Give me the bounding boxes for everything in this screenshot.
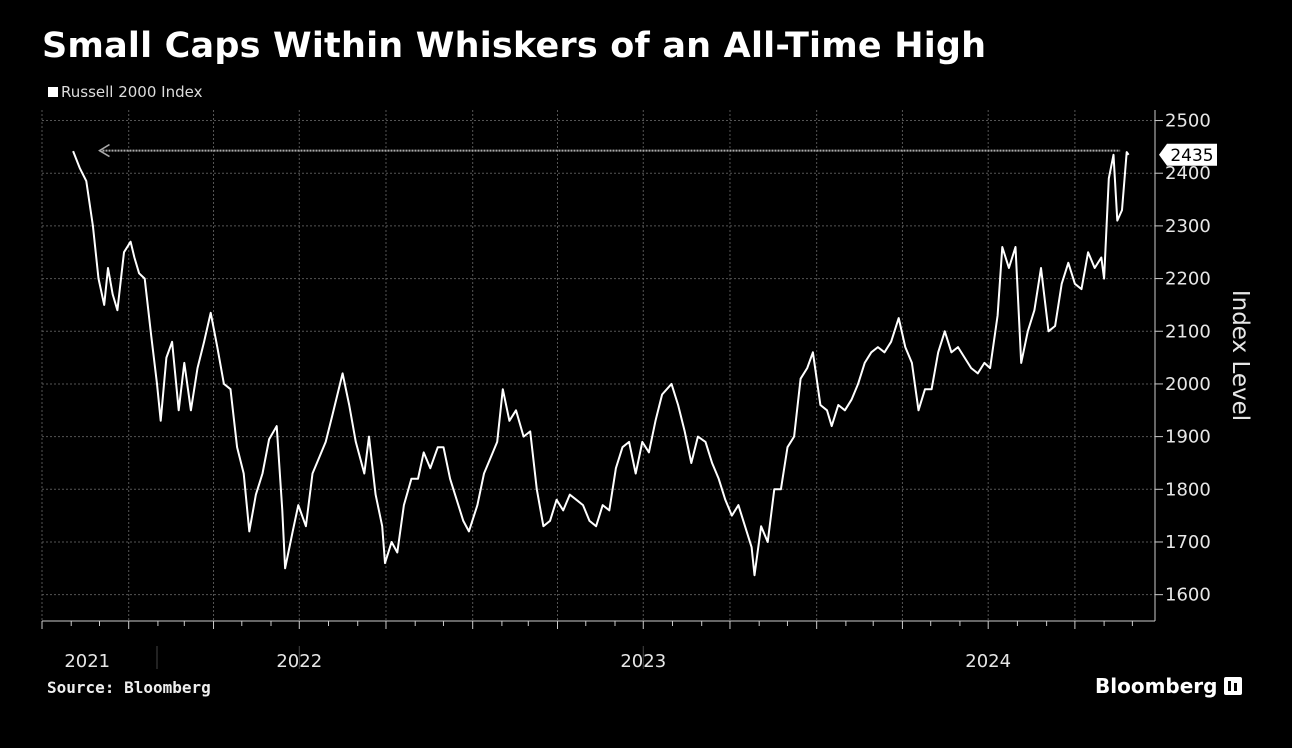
reference-arrow <box>98 143 110 158</box>
x-tick-label: 2021 <box>64 651 110 672</box>
y-tick-label: 2100 <box>1165 321 1211 342</box>
last-value-label: 2435 <box>1170 146 1213 166</box>
brand-label: Bloomberg <box>1095 674 1218 698</box>
bloomberg-logo-icon <box>1224 677 1243 695</box>
x-tick-label: 2023 <box>620 651 666 672</box>
legend-swatch <box>48 87 58 97</box>
source-note: Source: Bloomberg <box>47 678 211 697</box>
series-line-russell-2000 <box>72 150 1130 577</box>
y-tick-label: 2500 <box>1165 111 1211 132</box>
y-tick-label: 2200 <box>1165 269 1211 290</box>
x-tick-label: 2022 <box>276 651 322 672</box>
x-tick-label: 2024 <box>965 651 1011 672</box>
last-value-badge <box>1159 143 1217 166</box>
y-tick-label: 1900 <box>1165 427 1211 448</box>
y-tick-label: 2300 <box>1165 216 1211 237</box>
y-tick-label: 2400 <box>1165 163 1211 184</box>
legend-label: Russell 2000 Index <box>61 83 203 101</box>
y-tick-label: 1700 <box>1165 532 1211 553</box>
y-tick-label: 1600 <box>1165 585 1211 606</box>
chart-title: Small Caps Within Whiskers of an All-Tim… <box>42 26 987 66</box>
legend: Russell 2000 Index <box>48 83 202 101</box>
brand: Bloomberg <box>1095 674 1243 698</box>
y-tick-label: 1800 <box>1165 479 1211 500</box>
y-tick-label: 2000 <box>1165 374 1211 395</box>
y-axis-title: Index Level <box>1227 290 1253 421</box>
